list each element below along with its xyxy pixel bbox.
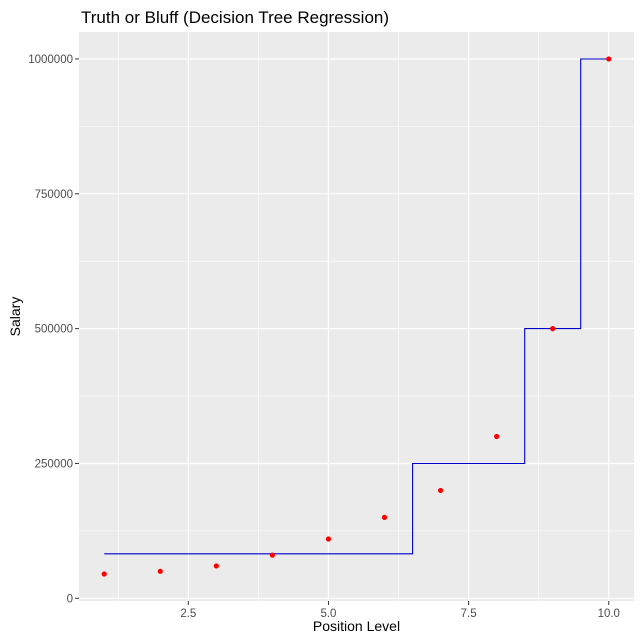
y-axis-title: Salary — [7, 297, 23, 337]
plot-panel — [79, 32, 634, 601]
x-axis-title: Position Level — [313, 618, 400, 634]
y-tick-label: 1000000 — [28, 54, 73, 66]
data-points-layer — [101, 56, 612, 577]
x-tick-label: 7.5 — [461, 608, 477, 620]
data-point — [325, 536, 332, 542]
regression-line-layer — [104, 58, 609, 555]
major-grid — [79, 32, 634, 601]
data-point — [606, 56, 612, 62]
y-tick-label: 500000 — [35, 324, 73, 336]
axis-ticks: 2.5 5.0 7.5 10.0 0 250000 500000 750000 1000000 — [28, 54, 620, 620]
data-point — [437, 487, 444, 494]
y-tick-label: 0 — [67, 593, 73, 605]
data-point — [381, 514, 388, 521]
regression-step-line — [104, 58, 609, 555]
y-tick-label: 750000 — [35, 189, 73, 201]
x-tick-label: 5.0 — [320, 608, 336, 620]
chart-title: Truth or Bluff (Decision Tree Regression… — [81, 8, 389, 27]
x-tick-label: 10.0 — [598, 608, 620, 620]
data-point — [213, 563, 219, 569]
minor-grid — [79, 32, 634, 601]
y-tick-label: 250000 — [35, 458, 73, 470]
data-point — [157, 568, 163, 574]
data-point — [494, 433, 500, 440]
data-point — [269, 552, 276, 558]
data-point — [101, 571, 107, 577]
x-tick-label: 2.5 — [180, 608, 196, 620]
data-point — [550, 326, 556, 332]
